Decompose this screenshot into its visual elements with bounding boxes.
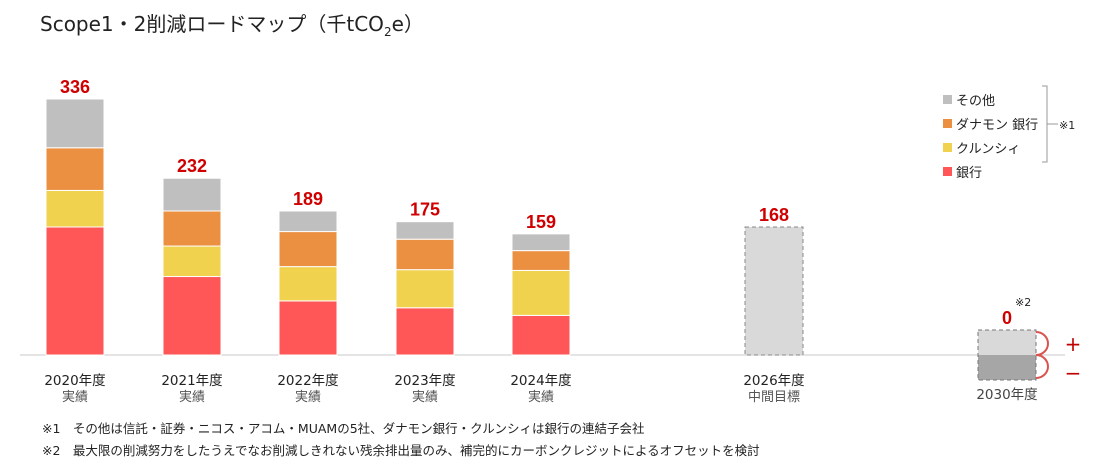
legend-label: 銀行 [956,166,982,181]
category-label: 2020年度 [44,373,105,389]
legend-swatch [943,95,952,104]
bar-segment [278,231,338,268]
bar-segment [511,250,571,271]
category-sublabel: 実績 [412,389,438,405]
category-sublabel: 中間目標 [748,390,800,405]
category-sublabel: 実績 [528,389,554,405]
minus-symbol: − [1065,361,1082,385]
offset-arc [1035,331,1049,379]
bar-segment [395,307,455,356]
bar-segment [162,177,222,212]
category-label: 2021年度 [161,373,222,389]
total-label: 168 [759,205,789,225]
category-sublabel: 実績 [62,389,88,405]
bar-segment [45,147,105,191]
offset-plus-box [978,330,1036,355]
total-label: 0 [1002,308,1012,328]
bar-target-2026 [744,226,804,356]
bar-segment [162,245,222,278]
bar-segment [278,300,338,356]
bar-segment [511,233,571,252]
legend-swatch [943,143,952,152]
note-2-marker: ※2 [1015,296,1031,309]
bar-segment [511,269,571,316]
total-label: 175 [410,200,440,220]
category-label: 2023年度 [394,373,455,389]
total-label: 159 [526,212,556,232]
legend-label: クルンシィ [956,142,1020,157]
footnote-2: ※2 最大限の削減努力をしたうえでなお削減しきれない残余排出量のみ、補完的にカー… [42,443,760,458]
plus-symbol: + [1065,332,1082,356]
bar-segment [45,226,105,356]
note-1-marker: ※1 [1059,119,1075,132]
bar-segment [395,238,455,271]
bar-segment [162,276,222,356]
category-label: 2030年度 [976,387,1037,403]
category-label: 2024年度 [510,373,571,389]
bar-segment [278,266,338,302]
total-label: 336 [60,77,90,97]
bar-segment [45,189,105,228]
bar-segment [395,269,455,309]
bar-segment [162,210,222,247]
bar-segment [395,221,455,240]
legend-swatch [943,119,952,128]
legend-label: ダナモン 銀行 [956,118,1038,133]
chart-title: Scope1・2削減ロードマップ（千tCO2e） [40,12,424,39]
bar-segment [511,314,571,356]
category-sublabel: 実績 [179,389,205,405]
category-sublabel: 実績 [295,389,321,405]
total-label: 232 [177,156,207,176]
category-label: 2022年度 [277,373,338,389]
legend-bracket [1042,85,1058,163]
footnote-1: ※1 その他は信託・証券・ニコス・アコム・MUAMの5社、ダナモン銀行・クルンシ… [42,421,645,436]
category-label: 2026年度 [743,373,804,389]
legend-label: その他 [956,94,995,109]
bar-target-2030 [977,329,1037,381]
legend-swatch [943,167,952,176]
offset-minus-box [978,355,1036,380]
bar-segment [45,98,105,149]
total-label: 189 [293,189,323,209]
bar-segment [278,210,338,233]
